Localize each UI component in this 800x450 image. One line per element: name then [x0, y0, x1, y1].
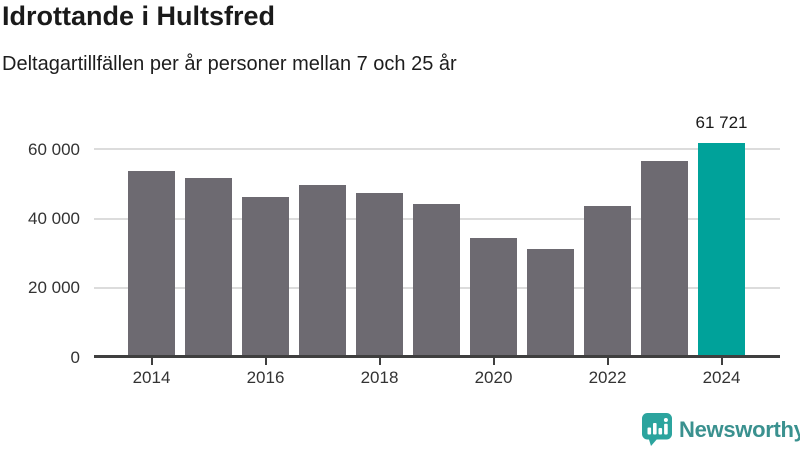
x-axis-tick-2024 [720, 358, 723, 365]
bar-2017 [299, 184, 346, 357]
x-axis-label-2018: 2018 [360, 368, 399, 387]
bar-2015 [185, 178, 232, 357]
chart-subtitle: Deltagartillfällen per år personer mella… [2, 53, 457, 75]
x-axis-label-2020: 2020 [474, 368, 513, 387]
bar-2016 [242, 197, 289, 357]
x-axis-label-2024: 2024 [702, 368, 741, 387]
bar-2019 [413, 203, 460, 357]
newsworthy-logo-icon [642, 413, 672, 446]
bar-2023 [641, 161, 688, 357]
y-axis-label-0: 0 [70, 347, 80, 367]
x-axis-tick-2020 [492, 358, 495, 365]
bar-2024 [698, 143, 745, 357]
x-axis-tick-2016 [264, 358, 267, 365]
x-axis-label-2022: 2022 [588, 368, 627, 387]
x-axis-tick-2014 [150, 358, 153, 365]
x-axis-tick-2018 [378, 358, 381, 365]
chart-title: Idrottande i Hultsfred [2, 1, 276, 31]
newsworthy-logo-text: Newsworthy [679, 417, 800, 442]
gridline-60000 [94, 148, 780, 151]
x-axis-line [94, 355, 780, 358]
x-axis-label-2016: 2016 [246, 368, 285, 387]
y-axis-label-20000: 20 000 [28, 278, 80, 298]
bar-2022 [584, 206, 631, 357]
value-label-2024: 61 721 [695, 113, 748, 133]
y-axis-label-40000: 40 000 [28, 209, 80, 229]
y-axis-label-60000: 60 000 [28, 139, 80, 159]
bar-2021 [527, 248, 574, 357]
x-axis-tick-2022 [606, 358, 609, 365]
bar-2018 [356, 192, 403, 357]
bar-2020 [470, 237, 517, 357]
x-axis-label-2014: 2014 [132, 368, 171, 387]
bar-2014 [128, 171, 175, 357]
